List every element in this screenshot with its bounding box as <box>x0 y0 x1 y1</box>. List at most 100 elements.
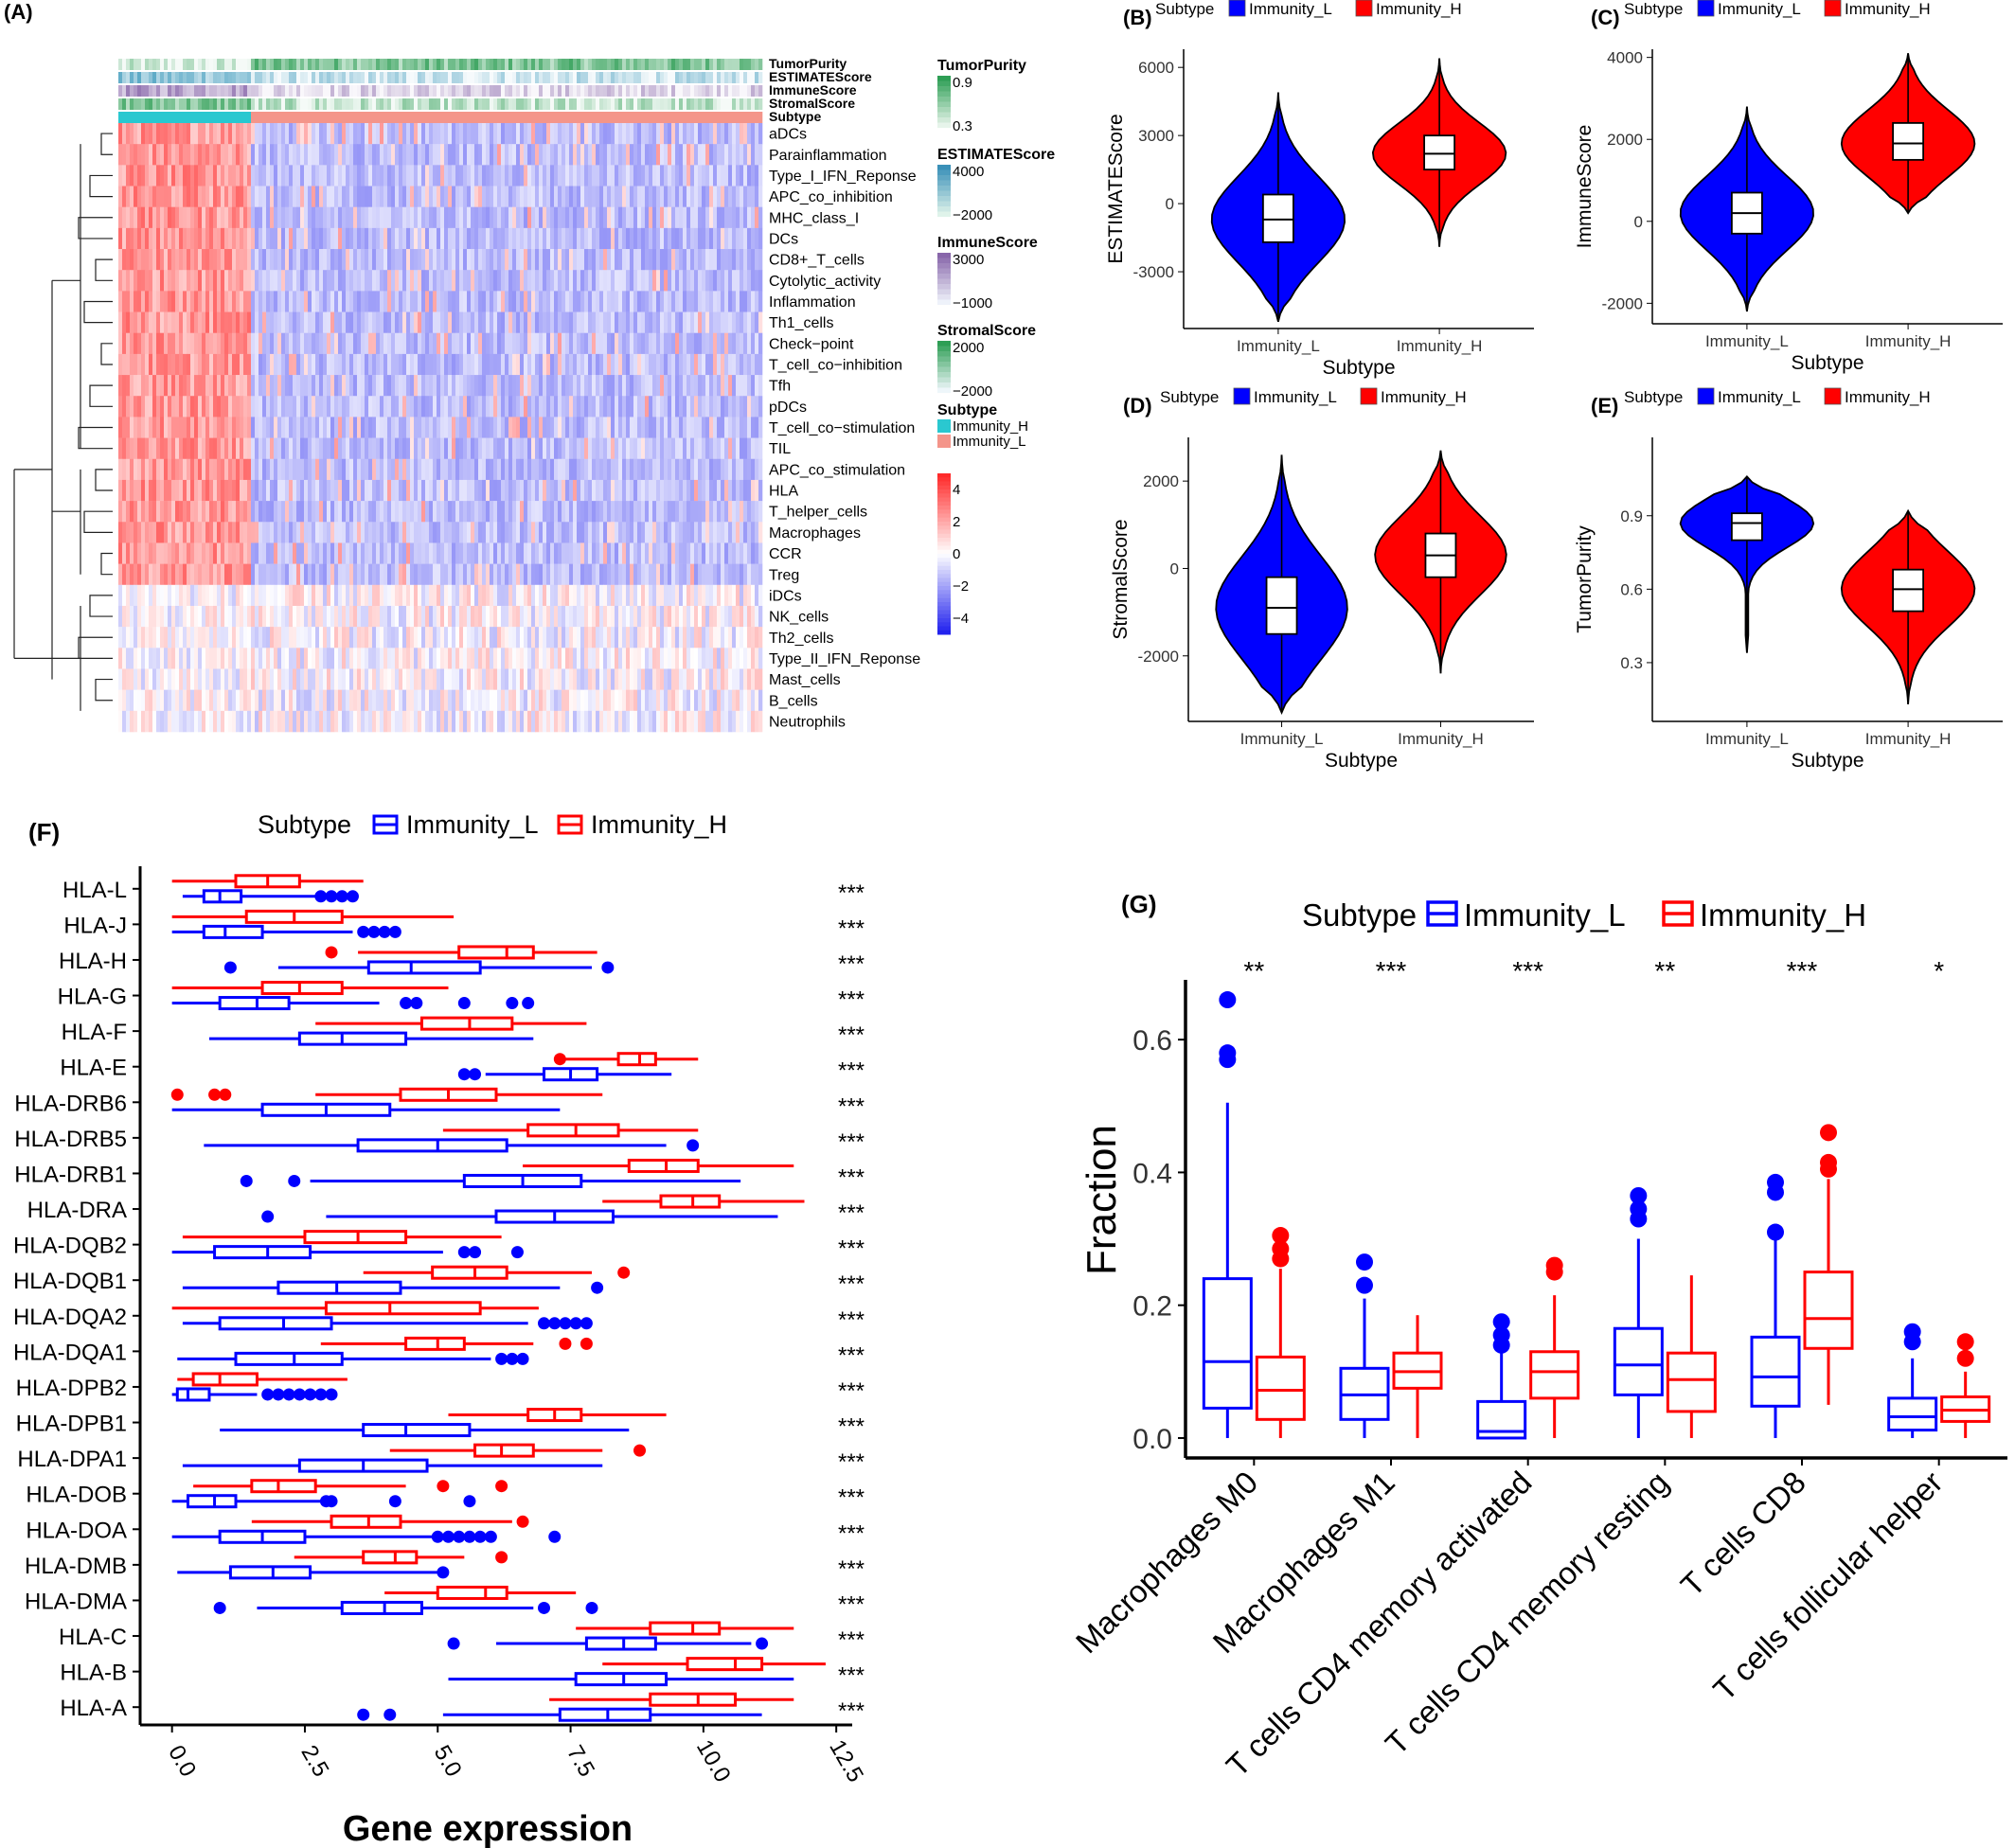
heatmap-cell <box>539 291 544 312</box>
heatmap-cell <box>179 186 184 207</box>
heatmap-cell <box>641 332 646 355</box>
heatmap-cell <box>622 522 627 543</box>
heatmap-cell <box>190 186 195 207</box>
heatmap-cell <box>232 375 237 397</box>
heatmap-cell <box>626 144 631 166</box>
heatmap-cell <box>558 123 562 145</box>
heatmap-cell <box>122 227 127 250</box>
heatmap-cell <box>546 584 551 607</box>
heatmap-cell <box>175 584 180 607</box>
heatmap-cell <box>459 227 464 250</box>
heatmap-cell <box>448 270 453 292</box>
heatmap-cell <box>633 270 638 292</box>
heatmap-cell <box>293 206 297 229</box>
heatmap-cell <box>376 479 381 502</box>
annotation-cell <box>520 85 525 97</box>
heatmap-cell <box>565 542 570 564</box>
heatmap-cell <box>641 605 646 628</box>
heatmap-cell <box>319 542 324 564</box>
heatmap-cell <box>467 144 472 166</box>
annotation-cell <box>160 59 165 70</box>
heatmap-cell <box>391 584 396 607</box>
heatmap-cell <box>709 270 714 292</box>
heatmap-cell <box>312 501 316 523</box>
heatmap-cell <box>637 479 642 502</box>
annotation-cell <box>664 112 669 123</box>
heatmap-cell <box>372 605 377 628</box>
heatmap-cell <box>130 417 134 438</box>
heatmap-cell <box>633 291 638 312</box>
heatmap-cell <box>277 353 282 376</box>
heatmap-cell <box>368 123 373 145</box>
heatmap-cell <box>198 417 203 438</box>
heatmap-cell <box>459 123 464 145</box>
heatmap-cell <box>319 206 324 229</box>
heatmap-cell <box>338 563 343 586</box>
heatmap-cell <box>683 291 687 312</box>
heatmap-cell <box>573 501 578 523</box>
heatmap-cell <box>527 144 532 166</box>
heatmap-cell <box>293 522 297 543</box>
annotation-cell <box>558 112 562 123</box>
heatmap-cell <box>448 291 453 312</box>
heatmap-cell <box>618 165 623 187</box>
annotation-cell <box>671 85 676 97</box>
annotation-cell <box>493 72 498 83</box>
heatmap-cell <box>289 605 294 628</box>
heatmap-cell <box>134 144 138 166</box>
heatmap-cell <box>471 396 475 418</box>
heatmap-cell <box>471 605 475 628</box>
heatmap-cell <box>353 584 358 607</box>
heatmap-cell <box>592 375 597 397</box>
heatmap-cell <box>679 332 684 355</box>
heatmap-cell <box>425 270 430 292</box>
heatmap-cell <box>243 501 248 523</box>
heatmap-cell <box>175 605 180 628</box>
heatmap-cell <box>724 144 729 166</box>
heatmap-cell <box>599 522 604 543</box>
heatmap-cell <box>410 249 415 271</box>
annotation-cell <box>497 59 502 70</box>
heatmap-cell <box>171 144 176 166</box>
heatmap-cell <box>281 270 286 292</box>
heatmap-cell <box>641 270 646 292</box>
heatmap-cell <box>444 522 449 543</box>
heatmap-cell <box>308 353 312 376</box>
heatmap-cell <box>599 563 604 586</box>
heatmap-cell <box>755 605 759 628</box>
annotation-cell <box>664 98 669 110</box>
annotation-cell <box>387 59 392 70</box>
heatmap-cell <box>137 144 142 166</box>
heatmap-cell <box>118 522 123 543</box>
heatmap-cell <box>421 144 426 166</box>
heatmap-cell <box>671 144 676 166</box>
heatmap-cell <box>690 458 695 481</box>
heatmap-cell <box>402 227 407 250</box>
heatmap-cell <box>418 375 422 397</box>
heatmap-cell <box>130 563 134 586</box>
heatmap-cell <box>149 458 153 481</box>
heatmap-cell <box>190 311 195 334</box>
heatmap-cell <box>342 291 347 312</box>
annotation-cell <box>584 72 589 83</box>
heatmap-cell <box>437 458 441 481</box>
heatmap-cell <box>527 270 532 292</box>
heatmap-cell <box>505 479 509 502</box>
heatmap-cell <box>535 458 540 481</box>
heatmap-cell <box>508 501 513 523</box>
annotation-cell <box>611 112 615 123</box>
heatmap-cell <box>266 458 271 481</box>
heatmap-cell <box>437 144 441 166</box>
heatmap-cell <box>205 501 210 523</box>
heatmap-cell <box>353 479 358 502</box>
heatmap-cell <box>675 396 680 418</box>
heatmap-cell <box>596 437 600 460</box>
heatmap-cell <box>607 206 612 229</box>
heatmap-cell <box>580 437 585 460</box>
annotation-cell <box>562 85 566 97</box>
heatmap-cell <box>656 186 661 207</box>
heatmap-cell <box>164 522 169 543</box>
heatmap-cell <box>372 396 377 418</box>
heatmap-cell <box>418 270 422 292</box>
heatmap-cell <box>630 144 634 166</box>
